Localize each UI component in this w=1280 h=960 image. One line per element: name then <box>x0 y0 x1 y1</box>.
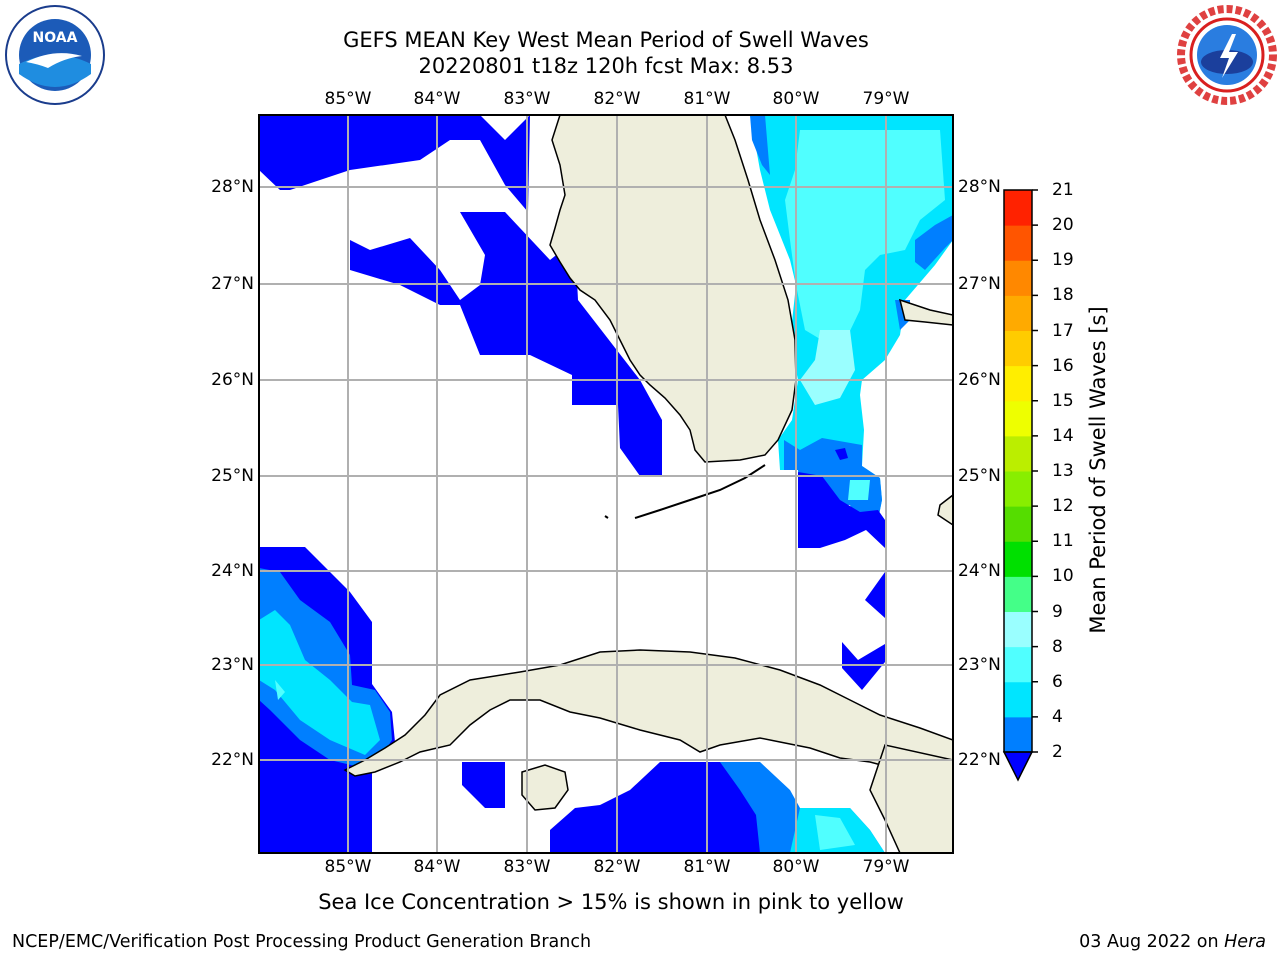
colorbar-bin <box>1004 190 1032 226</box>
colorbar-tick-label: 12 <box>1052 496 1074 517</box>
chart-title: GEFS MEAN Key West Mean Period of Swell … <box>343 28 869 52</box>
colorbar-tick-label: 11 <box>1052 531 1074 552</box>
footer-date-text: 03 Aug 2022 on <box>1079 932 1225 952</box>
lon-label-top: 79°W <box>862 89 910 109</box>
lat-label-right: 25°N <box>958 466 1001 486</box>
footer-date: 03 Aug 2022 on Hera <box>1079 932 1266 952</box>
colorbar-bin <box>1004 330 1032 367</box>
colorbar-tick-label: 13 <box>1052 461 1074 481</box>
colorbar-bin <box>1004 541 1032 577</box>
lon-label-bottom: 81°W <box>683 857 731 877</box>
lat-label-right: 24°N <box>958 561 1001 581</box>
colorbar <box>1002 189 1038 782</box>
colorbar-bin <box>1004 611 1032 648</box>
colorbar-bin <box>1004 295 1032 331</box>
lat-label-left: 23°N <box>211 655 254 675</box>
colorbar-tick-label: 20 <box>1052 215 1074 236</box>
colorbar-tick-label: 10 <box>1052 566 1074 587</box>
lon-label-bottom: 80°W <box>772 857 820 877</box>
svg-text:NOAA: NOAA <box>33 30 78 46</box>
isle-of-youth <box>521 764 569 811</box>
lat-label-left: 28°N <box>211 177 254 197</box>
colorbar-tick-label: 16 <box>1052 355 1074 376</box>
colorbar-label: Mean Period of Swell Waves [s] <box>1086 306 1110 634</box>
lon-label-top: 80°W <box>772 89 820 109</box>
lon-label-bottom: 79°W <box>862 857 910 877</box>
colorbar-tick-label: 15 <box>1052 390 1074 411</box>
chart-subtitle: 20220801 t18z 120h fcst Max: 8.53 <box>418 54 794 78</box>
colorbar-bin <box>1004 716 1032 753</box>
lon-label-top: 83°W <box>503 89 551 109</box>
lat-label-right: 28°N <box>958 177 1001 197</box>
bahamas-island <box>937 494 953 526</box>
lat-label-right: 27°N <box>958 274 1001 294</box>
colorbar-tick-label: 9 <box>1052 601 1063 622</box>
lon-label-bottom: 82°W <box>593 857 641 877</box>
lon-label-bottom: 85°W <box>324 857 372 877</box>
colorbar-tick-label: 4 <box>1052 706 1063 727</box>
lon-label-top: 84°W <box>413 89 461 109</box>
colorbar-bin <box>1004 471 1032 507</box>
colorbar-tick-label: 21 <box>1052 180 1074 200</box>
colorbar-bin <box>1004 506 1032 542</box>
lat-label-left: 22°N <box>211 750 254 770</box>
lon-label-bottom: 84°W <box>413 857 461 877</box>
noaa-logo: NOAA <box>4 4 106 106</box>
colorbar-bin <box>1004 646 1032 683</box>
colorbar-bin <box>1004 365 1032 402</box>
colorbar-bin <box>1004 435 1032 472</box>
lat-label-left: 25°N <box>211 466 254 486</box>
colorbar-bin <box>1004 400 1032 437</box>
colorbar-bin <box>1004 681 1032 718</box>
lon-label-top: 85°W <box>324 89 372 109</box>
colorbar-extend-min <box>1002 751 1034 782</box>
footer-machine: Hera <box>1224 932 1266 952</box>
colorbar-bin <box>1004 260 1032 296</box>
lat-label-left: 26°N <box>211 370 254 390</box>
lat-label-left: 27°N <box>211 274 254 294</box>
swell-field <box>259 115 953 853</box>
colorbar-tick-label: 18 <box>1052 285 1074 306</box>
lat-label-left: 24°N <box>211 561 254 581</box>
lat-label-right: 22°N <box>958 750 1001 770</box>
map-grid <box>259 115 953 853</box>
lat-label-right: 23°N <box>958 655 1001 675</box>
hispaniola-edge <box>869 744 953 853</box>
lon-label-top: 81°W <box>683 89 731 109</box>
colorbar-tick-label: 14 <box>1052 425 1074 446</box>
colorbar-tick-label: 19 <box>1052 250 1074 271</box>
lon-label-top: 82°W <box>593 89 641 109</box>
florida-landmass <box>549 115 797 463</box>
lat-label-right: 26°N <box>958 370 1001 390</box>
colorbar-tick-label: 2 <box>1052 742 1063 762</box>
bahamas-andros <box>898 298 953 326</box>
colorbar-bin <box>1004 225 1032 261</box>
sea-ice-note: Sea Ice Concentration > 15% is shown in … <box>318 890 904 914</box>
footer-credit: NCEP/EMC/Verification Post Processing Pr… <box>12 932 592 952</box>
nws-logo <box>1176 4 1278 106</box>
colorbar-tick-label: 8 <box>1052 636 1063 657</box>
lon-label-bottom: 83°W <box>503 857 551 877</box>
colorbar-tick-label: 6 <box>1052 671 1063 692</box>
map-frame <box>258 114 954 854</box>
colorbar-tick-label: 17 <box>1052 320 1074 341</box>
colorbar-bin <box>1004 576 1032 612</box>
